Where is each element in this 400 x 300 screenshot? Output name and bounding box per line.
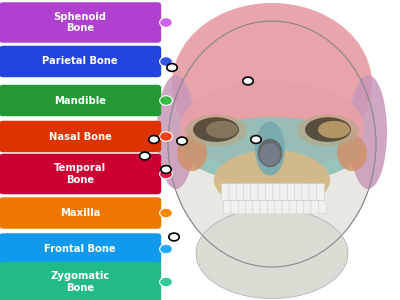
FancyBboxPatch shape (0, 197, 161, 229)
FancyBboxPatch shape (316, 184, 324, 200)
FancyBboxPatch shape (238, 201, 246, 214)
Circle shape (160, 18, 172, 27)
FancyBboxPatch shape (251, 184, 259, 200)
Ellipse shape (305, 117, 351, 142)
FancyBboxPatch shape (309, 184, 317, 200)
Circle shape (167, 64, 177, 71)
Circle shape (161, 166, 171, 173)
Ellipse shape (318, 121, 350, 138)
Text: Zygomatic
Bone: Zygomatic Bone (50, 272, 110, 292)
Ellipse shape (193, 117, 239, 142)
Text: Mandible: Mandible (54, 95, 106, 106)
Circle shape (160, 57, 172, 66)
Ellipse shape (337, 135, 367, 171)
Ellipse shape (185, 115, 247, 146)
FancyBboxPatch shape (0, 262, 161, 300)
Circle shape (243, 77, 253, 85)
FancyBboxPatch shape (273, 184, 281, 200)
Ellipse shape (349, 75, 387, 189)
Circle shape (160, 208, 172, 218)
FancyBboxPatch shape (265, 184, 274, 200)
Ellipse shape (172, 3, 372, 165)
FancyBboxPatch shape (280, 184, 288, 200)
Circle shape (160, 169, 172, 179)
FancyBboxPatch shape (0, 121, 161, 152)
FancyBboxPatch shape (0, 46, 161, 77)
Circle shape (251, 136, 261, 143)
FancyBboxPatch shape (231, 201, 239, 214)
Ellipse shape (196, 208, 348, 298)
FancyBboxPatch shape (296, 201, 304, 214)
FancyBboxPatch shape (275, 201, 283, 214)
FancyBboxPatch shape (304, 201, 312, 214)
FancyBboxPatch shape (267, 201, 276, 214)
FancyBboxPatch shape (0, 154, 161, 194)
Circle shape (160, 244, 172, 254)
Circle shape (160, 277, 172, 287)
Ellipse shape (214, 150, 330, 210)
FancyBboxPatch shape (260, 201, 268, 214)
Text: Frontal Bone: Frontal Bone (44, 244, 116, 254)
Ellipse shape (260, 143, 280, 166)
FancyBboxPatch shape (236, 184, 244, 200)
FancyBboxPatch shape (302, 184, 310, 200)
Ellipse shape (157, 75, 195, 189)
FancyBboxPatch shape (0, 85, 161, 116)
FancyBboxPatch shape (258, 184, 266, 200)
FancyBboxPatch shape (282, 201, 290, 214)
FancyBboxPatch shape (244, 184, 252, 200)
Text: Temporal
Bone: Temporal Bone (54, 164, 106, 184)
Ellipse shape (297, 115, 359, 146)
Ellipse shape (168, 21, 376, 267)
Ellipse shape (184, 117, 360, 183)
FancyBboxPatch shape (229, 184, 237, 200)
FancyBboxPatch shape (294, 184, 302, 200)
Circle shape (160, 96, 172, 105)
Text: Parietal Bone: Parietal Bone (42, 56, 118, 67)
FancyBboxPatch shape (222, 184, 230, 200)
FancyBboxPatch shape (246, 201, 254, 214)
Circle shape (169, 233, 179, 241)
FancyBboxPatch shape (0, 233, 161, 265)
Ellipse shape (177, 135, 207, 171)
Ellipse shape (258, 139, 282, 167)
Ellipse shape (180, 81, 364, 171)
FancyBboxPatch shape (287, 184, 295, 200)
Circle shape (177, 137, 187, 145)
Circle shape (160, 132, 172, 141)
Circle shape (140, 152, 150, 160)
Circle shape (149, 136, 159, 143)
Ellipse shape (255, 122, 285, 176)
FancyBboxPatch shape (224, 201, 232, 214)
Ellipse shape (206, 121, 238, 138)
Text: Sphenoid
Bone: Sphenoid Bone (54, 12, 107, 33)
FancyBboxPatch shape (318, 201, 326, 214)
FancyBboxPatch shape (289, 201, 297, 214)
Text: Maxilla: Maxilla (60, 208, 100, 218)
FancyBboxPatch shape (253, 201, 261, 214)
FancyBboxPatch shape (0, 2, 161, 43)
FancyBboxPatch shape (311, 201, 319, 214)
Text: Nasal Bone: Nasal Bone (49, 131, 112, 142)
